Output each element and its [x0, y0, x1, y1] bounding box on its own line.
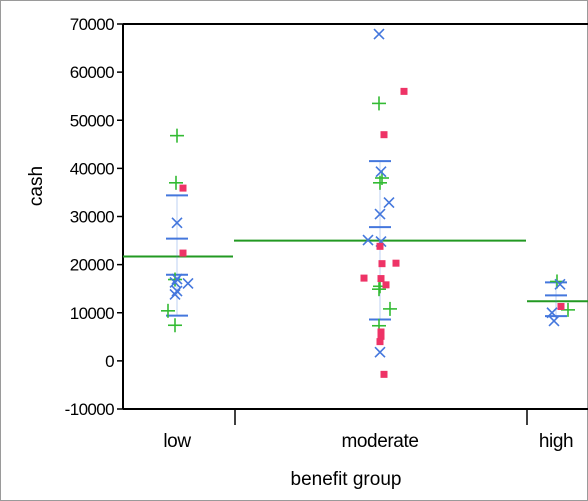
- x-axis-title: benefit group: [291, 469, 402, 490]
- x-category-label: low: [163, 431, 191, 452]
- data-point-square: [377, 332, 385, 340]
- cross-stroke-b: [182, 277, 194, 289]
- data-point-plus: [383, 301, 397, 316]
- data-point-cross: [375, 166, 387, 178]
- data-point-square: [378, 260, 386, 268]
- cross-stroke-b: [374, 346, 386, 358]
- y-tick-label: 70000: [70, 15, 114, 34]
- data-point-cross: [169, 276, 181, 288]
- y-tick-label: 30000: [70, 208, 114, 227]
- y-tick-label: 0: [105, 352, 114, 371]
- data-point-square: [376, 338, 384, 346]
- cross-stroke-b: [171, 273, 183, 285]
- data-point-cross: [182, 277, 194, 289]
- data-point-cross: [546, 307, 558, 319]
- data-point-plus: [168, 272, 182, 287]
- cross-stroke-b: [554, 278, 566, 290]
- data-point-square: [380, 131, 388, 139]
- data-point-plus: [161, 303, 175, 318]
- data-point-square: [376, 242, 384, 250]
- data-point-square: [400, 87, 408, 95]
- y-tick-label: 40000: [70, 159, 114, 178]
- cross-stroke-b: [169, 288, 181, 301]
- x-category-label: high: [539, 431, 573, 452]
- y-tick-label: -10000: [65, 400, 114, 419]
- data-point-cross: [548, 315, 560, 327]
- chart-marks: [123, 28, 588, 378]
- cross-stroke-b: [383, 196, 395, 209]
- y-tick-label: 10000: [70, 304, 114, 323]
- data-point-plus: [170, 128, 184, 143]
- data-point-square: [360, 274, 368, 282]
- data-point-cross: [169, 288, 181, 301]
- y-tick-label: 50000: [70, 111, 114, 130]
- data-point-cross: [554, 278, 566, 290]
- data-point-cross: [171, 285, 183, 297]
- y-tick-label: 60000: [70, 63, 114, 82]
- data-point-plus: [372, 282, 386, 297]
- data-point-cross: [374, 346, 386, 358]
- data-point-square: [392, 259, 400, 267]
- data-point-square: [382, 281, 390, 289]
- cross-stroke-b: [373, 28, 385, 40]
- cross-stroke-b: [171, 217, 183, 229]
- y-axis-title: cash: [26, 166, 47, 206]
- cross-stroke-b: [374, 208, 386, 220]
- x-category-label: moderate: [341, 431, 418, 452]
- data-point-square: [377, 328, 385, 336]
- data-point-square: [179, 249, 187, 257]
- data-point-plus: [168, 318, 182, 333]
- data-point-cross: [374, 208, 386, 220]
- axes: 70000 60000 50000 40000 30000 20000 10000 0 -100…: [65, 15, 588, 452]
- data-point-square: [179, 184, 187, 192]
- cross-stroke-b: [169, 276, 181, 288]
- cross-stroke-b: [546, 307, 558, 319]
- cross-stroke-b: [171, 285, 183, 297]
- y-tick-label: 20000: [70, 256, 114, 275]
- data-point-plus: [169, 175, 183, 190]
- data-point-cross: [171, 217, 183, 229]
- data-point-square: [557, 302, 565, 310]
- cross-stroke-b: [548, 315, 560, 327]
- data-point-plus: [372, 96, 386, 111]
- data-point-cross: [362, 234, 374, 246]
- data-point-square: [380, 370, 388, 378]
- cross-stroke-b: [362, 234, 374, 246]
- data-point-square: [377, 275, 385, 283]
- data-point-cross: [383, 196, 395, 209]
- cross-stroke-b: [375, 166, 387, 178]
- data-point-cross: [171, 273, 183, 285]
- data-point-plus: [373, 175, 387, 190]
- data-point-cross: [373, 28, 385, 40]
